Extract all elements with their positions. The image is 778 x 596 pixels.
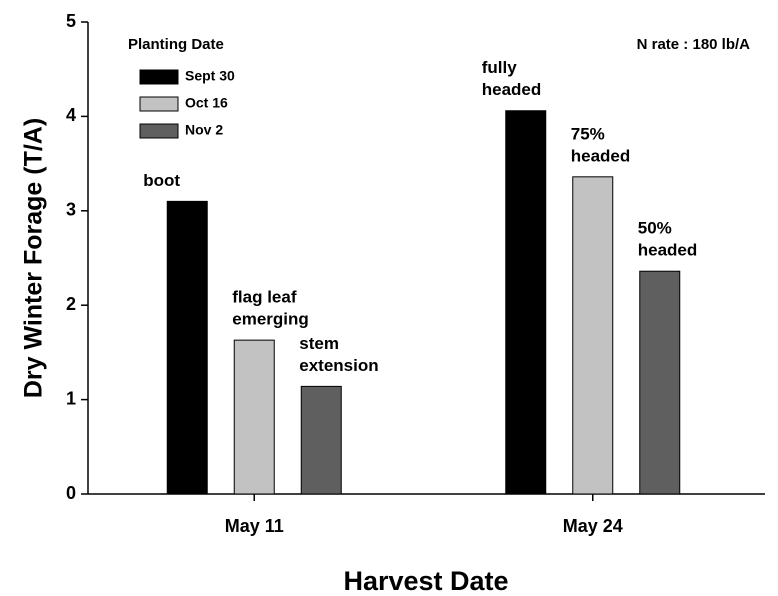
legend-label: Oct 16 [185, 95, 228, 111]
bar [639, 270, 681, 495]
bar-annotation: 75% [571, 124, 605, 143]
y-tick-label: 1 [66, 388, 76, 408]
x-tick-label: May 24 [563, 516, 623, 536]
legend-swatch [139, 123, 179, 139]
bar-annotation: flag leaf [232, 288, 297, 307]
legend-label: Nov 2 [185, 122, 223, 138]
bar-annotation: extension [299, 356, 378, 375]
x-axis-label: Harvest Date [343, 566, 508, 596]
bar [505, 110, 547, 495]
bar-annotation: stem [299, 334, 339, 353]
bar-annotation: headed [571, 146, 631, 165]
bar [233, 339, 275, 495]
note: N rate : 180 lb/A [637, 36, 751, 53]
y-tick-label: 0 [66, 483, 76, 503]
bar-annotation: emerging [232, 310, 309, 329]
bar-annotation: fully [482, 58, 517, 77]
bar-annotation: headed [482, 80, 542, 99]
y-tick-label: 3 [66, 200, 76, 220]
y-tick-label: 2 [66, 294, 76, 314]
y-tick-label: 4 [66, 105, 76, 125]
bar [166, 200, 208, 495]
legend-swatch [139, 96, 179, 112]
bar [300, 385, 342, 495]
y-tick-label: 5 [66, 11, 76, 31]
bar-annotation: 50% [638, 219, 672, 238]
x-tick-label: May 11 [225, 516, 284, 536]
legend-label: Sept 30 [185, 68, 235, 84]
legend-swatch [139, 69, 179, 85]
bar [572, 176, 614, 495]
y-axis-label: Dry Winter Forage (T/A) [20, 118, 48, 398]
legend-title: Planting Date [128, 36, 224, 53]
bar-annotation: boot [143, 171, 180, 190]
bar-annotation: headed [638, 241, 698, 260]
